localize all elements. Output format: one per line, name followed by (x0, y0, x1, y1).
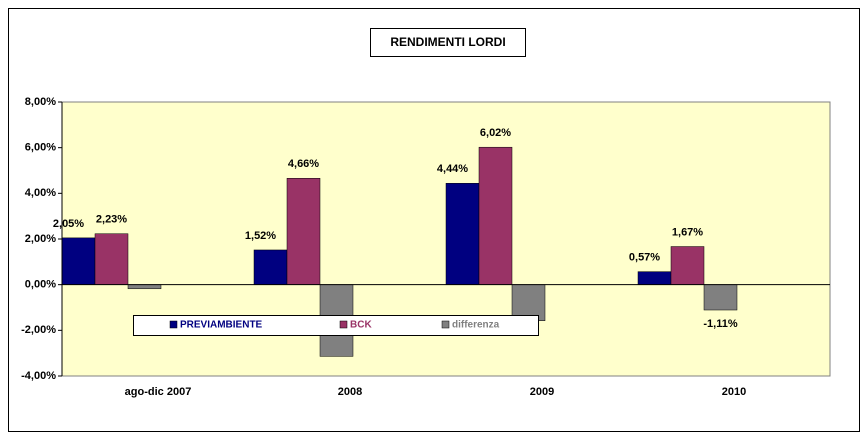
data-label: 4,66% (288, 158, 319, 170)
bar (127, 284, 162, 290)
data-label: -1,11% (703, 318, 737, 330)
bar (445, 183, 480, 285)
y-tick-label: 4,00% (25, 187, 56, 199)
data-label: 2,23% (96, 214, 127, 226)
bar (286, 178, 321, 285)
y-tick-label: -2,00% (21, 324, 56, 336)
legend-label: BCK (350, 320, 372, 331)
bar (94, 233, 129, 285)
legend-label: PREVIAMBIENTE (180, 320, 263, 331)
legend-swatch (339, 320, 348, 329)
y-tick-label: 8,00% (25, 96, 56, 108)
y-tick-label: 6,00% (25, 142, 56, 154)
legend-swatch (441, 320, 450, 329)
bar (478, 146, 513, 285)
title-box (370, 28, 526, 57)
legend-label: differenza (452, 320, 500, 331)
bar (637, 271, 672, 285)
bar (61, 237, 96, 285)
bar (253, 249, 288, 285)
data-label: 1,52% (245, 230, 276, 242)
bar (670, 246, 705, 285)
data-label: 6,02% (480, 127, 511, 139)
x-tick-label: 2008 (338, 386, 362, 398)
x-tick-label: ago-dic 2007 (125, 386, 192, 398)
data-label: 0,57% (629, 252, 660, 264)
bar (511, 284, 546, 321)
bar (703, 284, 738, 311)
x-tick-label: 2009 (530, 386, 554, 398)
legend-swatch (169, 320, 178, 329)
x-tick-label: 2010 (722, 386, 746, 398)
legend-box (133, 315, 539, 336)
data-label: 1,67% (672, 226, 703, 238)
y-tick-label: 0,00% (25, 279, 56, 291)
data-label: 2,05% (53, 218, 84, 230)
chart-title: RENDIMENTI LORDI (390, 35, 505, 49)
y-tick-label: 2,00% (25, 233, 56, 245)
data-label: 4,44% (437, 163, 468, 175)
y-tick-label: -4,00% (21, 370, 56, 382)
